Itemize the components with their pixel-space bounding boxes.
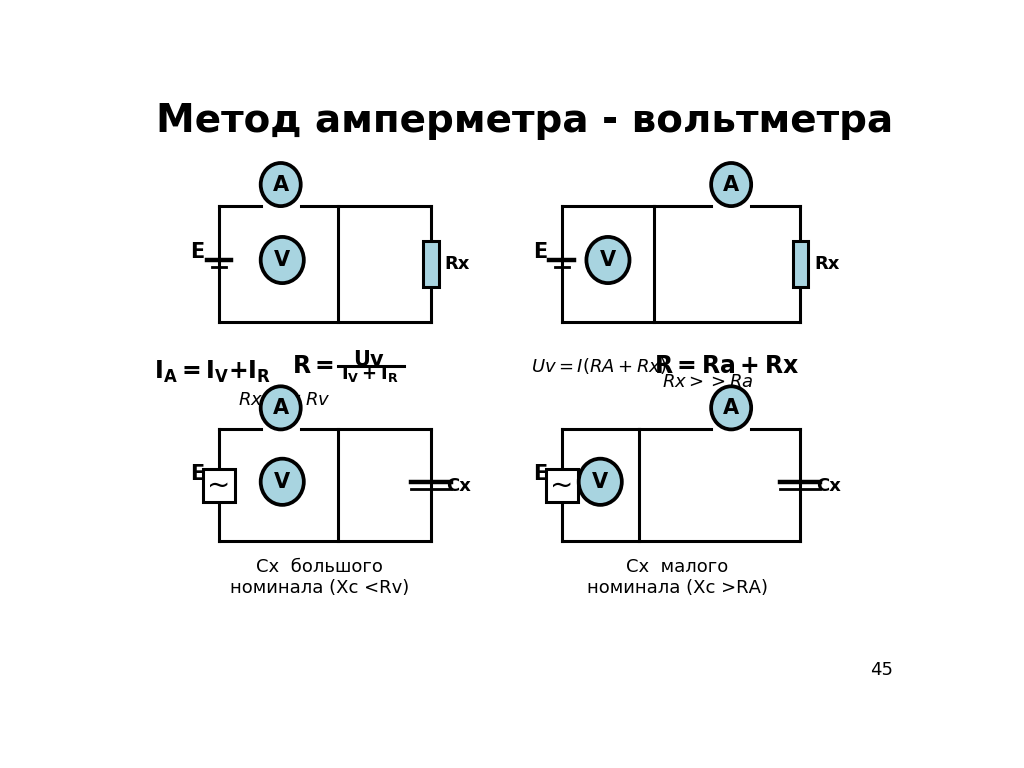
Text: 45: 45 [869,660,893,679]
Ellipse shape [587,237,630,283]
Ellipse shape [261,386,301,429]
Ellipse shape [261,163,301,206]
Text: V: V [592,472,608,492]
Text: Rx: Rx [814,255,840,273]
Text: $Uv =I(RA +Rx)$: $Uv =I(RA +Rx)$ [531,356,667,376]
Text: $\mathbf{I_A{=}I_V{+}I_R}$: $\mathbf{I_A{=}I_V{+}I_R}$ [154,359,271,385]
Text: ~: ~ [550,472,573,500]
Text: A: A [723,174,739,194]
Ellipse shape [579,458,622,505]
Text: $\mathbf{I_V + I_R}$: $\mathbf{I_V + I_R}$ [341,364,398,384]
Text: $\mathbf{R =}$: $\mathbf{R =}$ [292,353,334,378]
Text: E: E [534,464,547,484]
Text: Cx: Cx [816,477,841,495]
Text: Метод амперметра - вольтметра: Метод амперметра - вольтметра [157,102,893,141]
Text: A: A [723,398,739,418]
Bar [203,469,236,502]
Text: $\mathbf{Uv}$: $\mathbf{Uv}$ [353,350,385,370]
Text: Rx: Rx [444,255,470,273]
Text: A: A [272,398,289,418]
Ellipse shape [261,458,304,505]
Text: E: E [190,243,205,263]
Bar [423,241,438,287]
Bar [546,469,578,502]
Text: E: E [190,464,205,484]
Text: ~: ~ [208,472,230,500]
Text: V: V [600,250,616,270]
Text: V: V [274,472,291,492]
Text: V: V [274,250,291,270]
Text: A: A [272,174,289,194]
Bar [793,241,808,287]
Text: E: E [534,243,547,263]
Ellipse shape [711,386,752,429]
Text: Cx: Cx [446,477,471,495]
Text: Cx  малого
номинала (Xc >RА): Cx малого номинала (Xc >RА) [587,558,768,597]
Text: $\mathbf{R = Ra + Rx}$: $\mathbf{R = Ra + Rx}$ [654,353,800,378]
Text: Cx  большого
номинала (Xc <Rv): Cx большого номинала (Xc <Rv) [229,558,409,597]
Text: $Rx >>Ra$: $Rx >>Ra$ [662,372,754,391]
Ellipse shape [711,163,752,206]
Ellipse shape [261,237,304,283]
Text: $Rx<<Rv$: $Rx<<Rv$ [239,391,331,409]
